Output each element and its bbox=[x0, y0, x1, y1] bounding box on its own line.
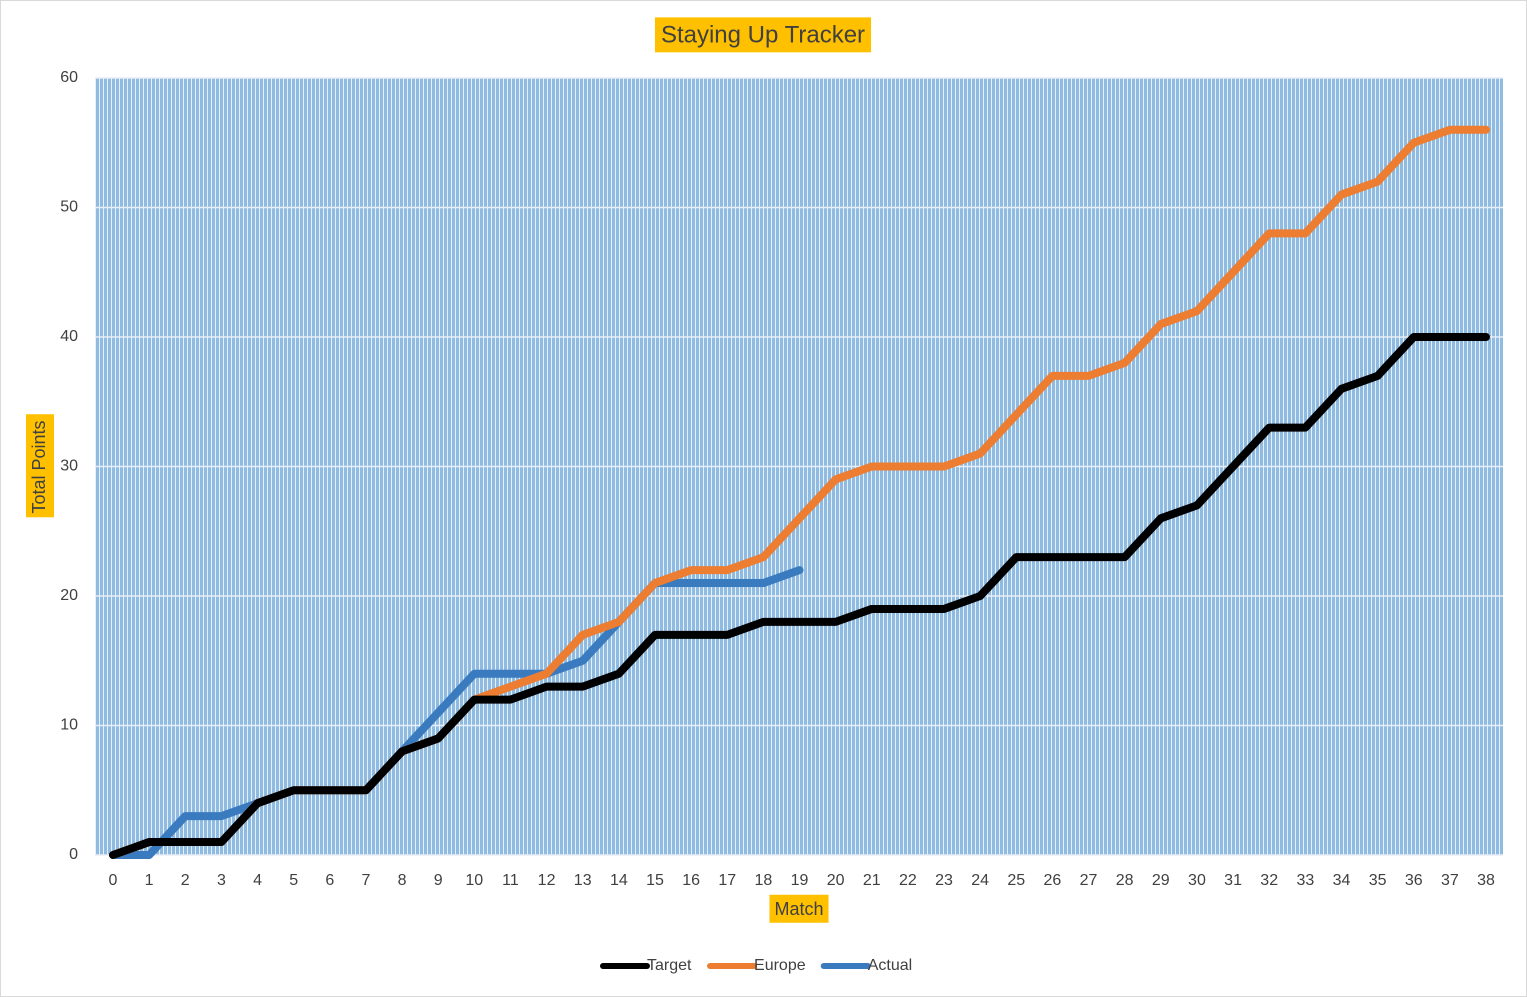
x-tick-label: 23 bbox=[935, 872, 953, 889]
x-tick-label: 21 bbox=[863, 872, 881, 889]
x-tick-label: 12 bbox=[538, 872, 556, 889]
x-tick-label: 18 bbox=[754, 872, 772, 889]
x-tick-label: 25 bbox=[1007, 872, 1025, 889]
x-tick-label: 17 bbox=[718, 872, 736, 889]
legend-label: Europe bbox=[754, 957, 806, 974]
x-tick-label: 0 bbox=[109, 872, 118, 889]
x-tick-label: 33 bbox=[1296, 872, 1314, 889]
x-tick-label: 38 bbox=[1477, 872, 1495, 889]
x-tick-label: 16 bbox=[682, 872, 700, 889]
x-tick-label: 22 bbox=[899, 872, 917, 889]
x-label-box bbox=[769, 894, 829, 923]
y-tick-label: 30 bbox=[60, 458, 78, 475]
x-tick-label: 36 bbox=[1405, 872, 1423, 889]
series-line bbox=[109, 333, 1490, 859]
x-tick-label: 15 bbox=[646, 872, 664, 889]
x-axis-title: Match bbox=[774, 899, 823, 919]
y-axis-title: Total Points bbox=[29, 420, 49, 513]
x-tick-label: 20 bbox=[827, 872, 845, 889]
x-tick-label: 4 bbox=[253, 872, 262, 889]
y-tick-label: 10 bbox=[60, 717, 78, 734]
x-tick-label: 10 bbox=[465, 872, 483, 889]
x-tick-label: 5 bbox=[289, 872, 298, 889]
series-line bbox=[109, 566, 804, 859]
title-box bbox=[654, 17, 872, 53]
x-tick-label: 9 bbox=[434, 872, 443, 889]
y-tick-label: 40 bbox=[60, 328, 78, 345]
x-tick-label: 34 bbox=[1333, 872, 1351, 889]
x-tick-label: 35 bbox=[1369, 872, 1387, 889]
x-tick-label: 11 bbox=[502, 872, 519, 889]
x-tick-label: 3 bbox=[217, 872, 226, 889]
x-tick-label: 27 bbox=[1080, 872, 1098, 889]
legend-label: Actual bbox=[868, 957, 912, 974]
y-tick-label: 0 bbox=[69, 846, 78, 863]
x-tick-label: 32 bbox=[1260, 872, 1278, 889]
x-tick-label: 1 bbox=[145, 872, 154, 889]
x-tick-label: 6 bbox=[325, 872, 334, 889]
y-tick-label: 50 bbox=[60, 199, 78, 216]
x-tick-label: 7 bbox=[361, 872, 370, 889]
x-tick-label: 30 bbox=[1188, 872, 1206, 889]
y-tick-label: 60 bbox=[60, 69, 78, 86]
x-tick-label: 14 bbox=[610, 872, 628, 889]
y-tick-label: 20 bbox=[60, 587, 78, 604]
x-tick-label: 37 bbox=[1441, 872, 1459, 889]
x-tick-label: 26 bbox=[1044, 872, 1062, 889]
legend-label: Target bbox=[647, 957, 692, 974]
x-tick-label: 28 bbox=[1116, 872, 1134, 889]
x-tick-label: 24 bbox=[971, 872, 989, 889]
chart-title: Staying Up Tracker bbox=[661, 21, 865, 48]
x-tick-label: 31 bbox=[1224, 872, 1242, 889]
x-tick-label: 8 bbox=[398, 872, 407, 889]
y-label-box bbox=[26, 414, 54, 518]
x-tick-label: 2 bbox=[181, 872, 190, 889]
x-tick-label: 19 bbox=[791, 872, 809, 889]
x-tick-label: 29 bbox=[1152, 872, 1170, 889]
x-tick-label: 13 bbox=[574, 872, 592, 889]
